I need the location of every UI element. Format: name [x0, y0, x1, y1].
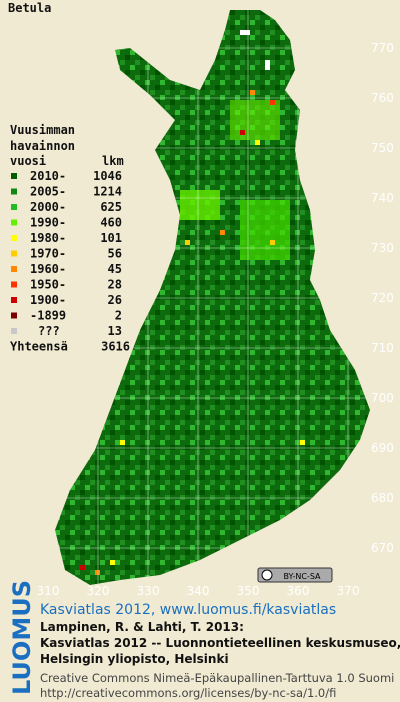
legend-label: 1900-	[30, 293, 66, 307]
legend-swatch	[11, 297, 17, 303]
total-label: Yhteensä	[10, 340, 68, 354]
legend-swatch	[11, 281, 17, 288]
headline: Kasviatlas 2012, www.luomus.fi/kasviatla…	[40, 602, 336, 618]
legend-count: 13	[108, 324, 122, 338]
legend-swatch	[11, 328, 17, 334]
y-coordinate-label: 770	[371, 41, 394, 55]
legend-swatch	[11, 312, 17, 319]
x-coordinate-label: 320	[87, 584, 110, 598]
citation: Lampinen, R. & Lahti, T. 2013:	[40, 620, 244, 634]
x-coordinate-label: 360	[287, 584, 310, 598]
legend-heading: havainnon	[10, 139, 75, 153]
legend-label: 1960-	[30, 262, 66, 276]
legend-count: 56	[108, 247, 122, 261]
y-coordinate-label: 680	[371, 491, 394, 505]
y-coordinate-label: 750	[371, 141, 394, 155]
legend-count: 1046	[93, 169, 122, 183]
y-coordinate-label: 720	[371, 291, 394, 305]
y-coordinate-label: 690	[371, 441, 394, 455]
cc-badge: BY-NC-SA	[257, 567, 333, 583]
logo: LUOMUS	[8, 580, 36, 695]
total-count: 3616	[101, 340, 130, 354]
legend-label: 2010-	[30, 169, 66, 183]
legend-label: 2005-	[30, 185, 66, 199]
legend: Vuusimman havainnon vuosi lkm 2010- 1046 2…	[10, 123, 130, 354]
y-coordinate-label: 730	[371, 241, 394, 255]
legend-count: 26	[108, 293, 122, 307]
legend-count: 2	[115, 309, 122, 323]
legend-count: 625	[100, 200, 122, 214]
legend-count-header: lkm	[102, 154, 124, 168]
x-coordinate-label: 340	[187, 584, 210, 598]
x-coordinate-label: 370	[337, 584, 360, 598]
legend-count: 460	[100, 216, 122, 230]
badge-text: BY-NC-SA	[283, 572, 321, 581]
map-highlights	[80, 30, 305, 575]
x-coordinate-label: 330	[137, 584, 160, 598]
legend-swatch	[11, 250, 17, 257]
legend-label: 2000-	[30, 200, 66, 214]
y-coordinate-label: 760	[371, 91, 394, 105]
y-coordinate-label: 670	[371, 541, 394, 555]
legend-count: 45	[108, 262, 122, 276]
legend-swatch	[11, 204, 17, 210]
legend-swatch	[11, 188, 17, 195]
legend-count: 28	[108, 278, 122, 292]
license-url: http://creativecommons.org/licenses/by-n…	[40, 686, 336, 700]
legend-count: 101	[100, 231, 122, 245]
legend-label: 1950-	[30, 278, 66, 292]
legend-swatch	[11, 219, 17, 226]
legend-label: 1970-	[30, 247, 66, 261]
legend-count: 1214	[93, 185, 122, 199]
y-coordinate-label: 740	[371, 191, 394, 205]
legend-label: -1899	[30, 309, 66, 323]
x-coordinate-label: 310	[37, 584, 60, 598]
legend-swatch	[11, 235, 17, 241]
legend-year-header: vuosi	[10, 154, 46, 168]
legend-label: 1980-	[30, 231, 66, 245]
y-coordinate-label: 700	[371, 391, 394, 405]
citation: Helsingin yliopisto, Helsinki	[40, 652, 229, 666]
license: Creative Commons Nimeä-Epäkaupallinen-Ta…	[40, 671, 394, 685]
y-coordinate-label: 710	[371, 341, 394, 355]
x-coordinate-label: 350	[237, 584, 260, 598]
legend-heading: Vuusimman	[10, 123, 75, 137]
legend-swatch	[11, 266, 17, 272]
legend-label: ???	[38, 324, 60, 338]
species-title: Betula	[8, 1, 51, 15]
citation: Kasviatlas 2012 -- Luonnontieteellinen k…	[40, 636, 400, 650]
legend-label: 1990-	[30, 216, 66, 230]
legend-swatch	[11, 173, 17, 179]
